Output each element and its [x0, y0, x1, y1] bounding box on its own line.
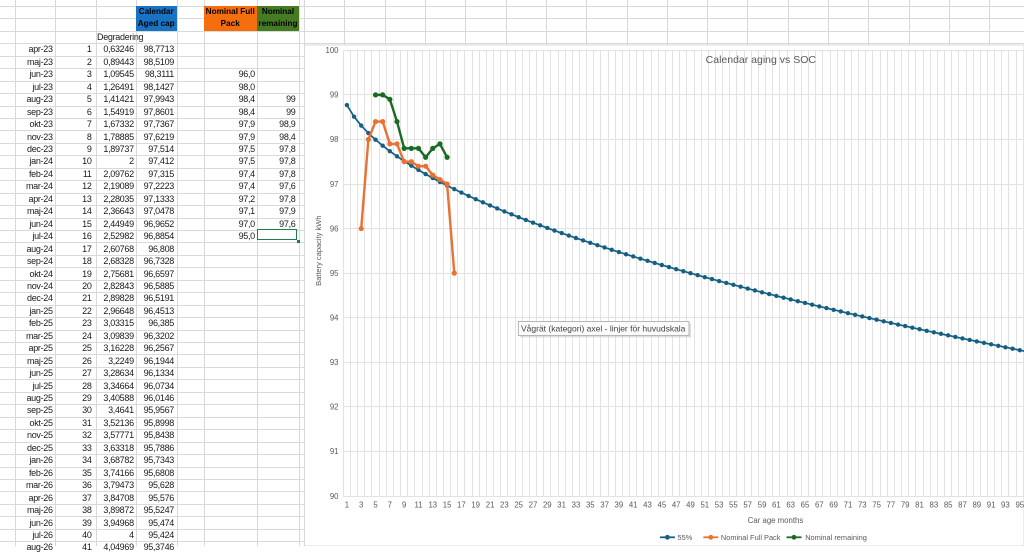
svg-text:59: 59 [758, 501, 767, 510]
svg-text:83: 83 [930, 501, 939, 510]
svg-text:Calendar aging vs SOC: Calendar aging vs SOC [706, 54, 817, 66]
svg-text:55%: 55% [678, 533, 693, 542]
svg-text:75: 75 [872, 501, 881, 510]
svg-text:7: 7 [388, 501, 392, 510]
svg-text:91: 91 [330, 447, 339, 456]
svg-text:27: 27 [529, 501, 538, 510]
svg-text:65: 65 [801, 501, 810, 510]
svg-text:57: 57 [743, 501, 752, 510]
svg-text:79: 79 [901, 501, 910, 510]
svg-text:77: 77 [887, 501, 896, 510]
svg-text:92: 92 [330, 403, 339, 412]
svg-text:93: 93 [1001, 501, 1010, 510]
svg-text:19: 19 [471, 501, 480, 510]
svg-text:Vågrät (kategori) axel - linje: Vågrät (kategori) axel - linjer för huvu… [521, 324, 686, 334]
svg-text:67: 67 [815, 501, 824, 510]
svg-text:39: 39 [615, 501, 624, 510]
svg-text:41: 41 [629, 501, 638, 510]
svg-text:51: 51 [700, 501, 709, 510]
svg-text:87: 87 [958, 501, 967, 510]
svg-text:97: 97 [330, 180, 339, 189]
svg-text:100: 100 [325, 46, 339, 55]
svg-text:25: 25 [514, 501, 523, 510]
svg-text:95: 95 [330, 269, 339, 278]
svg-text:5: 5 [373, 501, 378, 510]
svg-text:96: 96 [330, 224, 339, 233]
svg-text:Battery capacity kWh: Battery capacity kWh [314, 215, 323, 285]
svg-text:99: 99 [330, 91, 339, 100]
svg-text:53: 53 [715, 501, 724, 510]
svg-text:91: 91 [987, 501, 996, 510]
svg-text:17: 17 [457, 501, 466, 510]
svg-text:73: 73 [858, 501, 867, 510]
svg-text:Nominal Full Pack: Nominal Full Pack [721, 533, 781, 542]
svg-text:29: 29 [543, 501, 552, 510]
svg-text:69: 69 [829, 501, 838, 510]
svg-text:61: 61 [772, 501, 781, 510]
svg-text:55: 55 [729, 501, 738, 510]
svg-text:3: 3 [359, 501, 363, 510]
svg-text:Car age months: Car age months [748, 516, 804, 525]
svg-text:95: 95 [1015, 501, 1024, 510]
svg-text:90: 90 [330, 492, 339, 501]
svg-text:71: 71 [844, 501, 853, 510]
svg-text:81: 81 [915, 501, 924, 510]
svg-text:89: 89 [972, 501, 981, 510]
svg-text:21: 21 [486, 501, 495, 510]
svg-text:49: 49 [686, 501, 695, 510]
svg-text:31: 31 [557, 501, 566, 510]
svg-text:13: 13 [428, 501, 437, 510]
svg-text:Nominal remaining: Nominal remaining [805, 533, 867, 542]
svg-text:15: 15 [443, 501, 452, 510]
svg-text:35: 35 [586, 501, 595, 510]
svg-text:47: 47 [672, 501, 681, 510]
svg-text:37: 37 [600, 501, 609, 510]
svg-text:1: 1 [345, 501, 349, 510]
svg-text:33: 33 [572, 501, 581, 510]
svg-text:11: 11 [414, 501, 422, 510]
svg-text:94: 94 [330, 314, 339, 323]
svg-text:43: 43 [643, 501, 652, 510]
svg-text:63: 63 [786, 501, 795, 510]
svg-text:93: 93 [330, 358, 339, 367]
svg-text:85: 85 [944, 501, 953, 510]
svg-text:9: 9 [402, 501, 406, 510]
svg-text:98: 98 [330, 135, 339, 144]
svg-text:45: 45 [658, 501, 667, 510]
svg-text:23: 23 [500, 501, 509, 510]
